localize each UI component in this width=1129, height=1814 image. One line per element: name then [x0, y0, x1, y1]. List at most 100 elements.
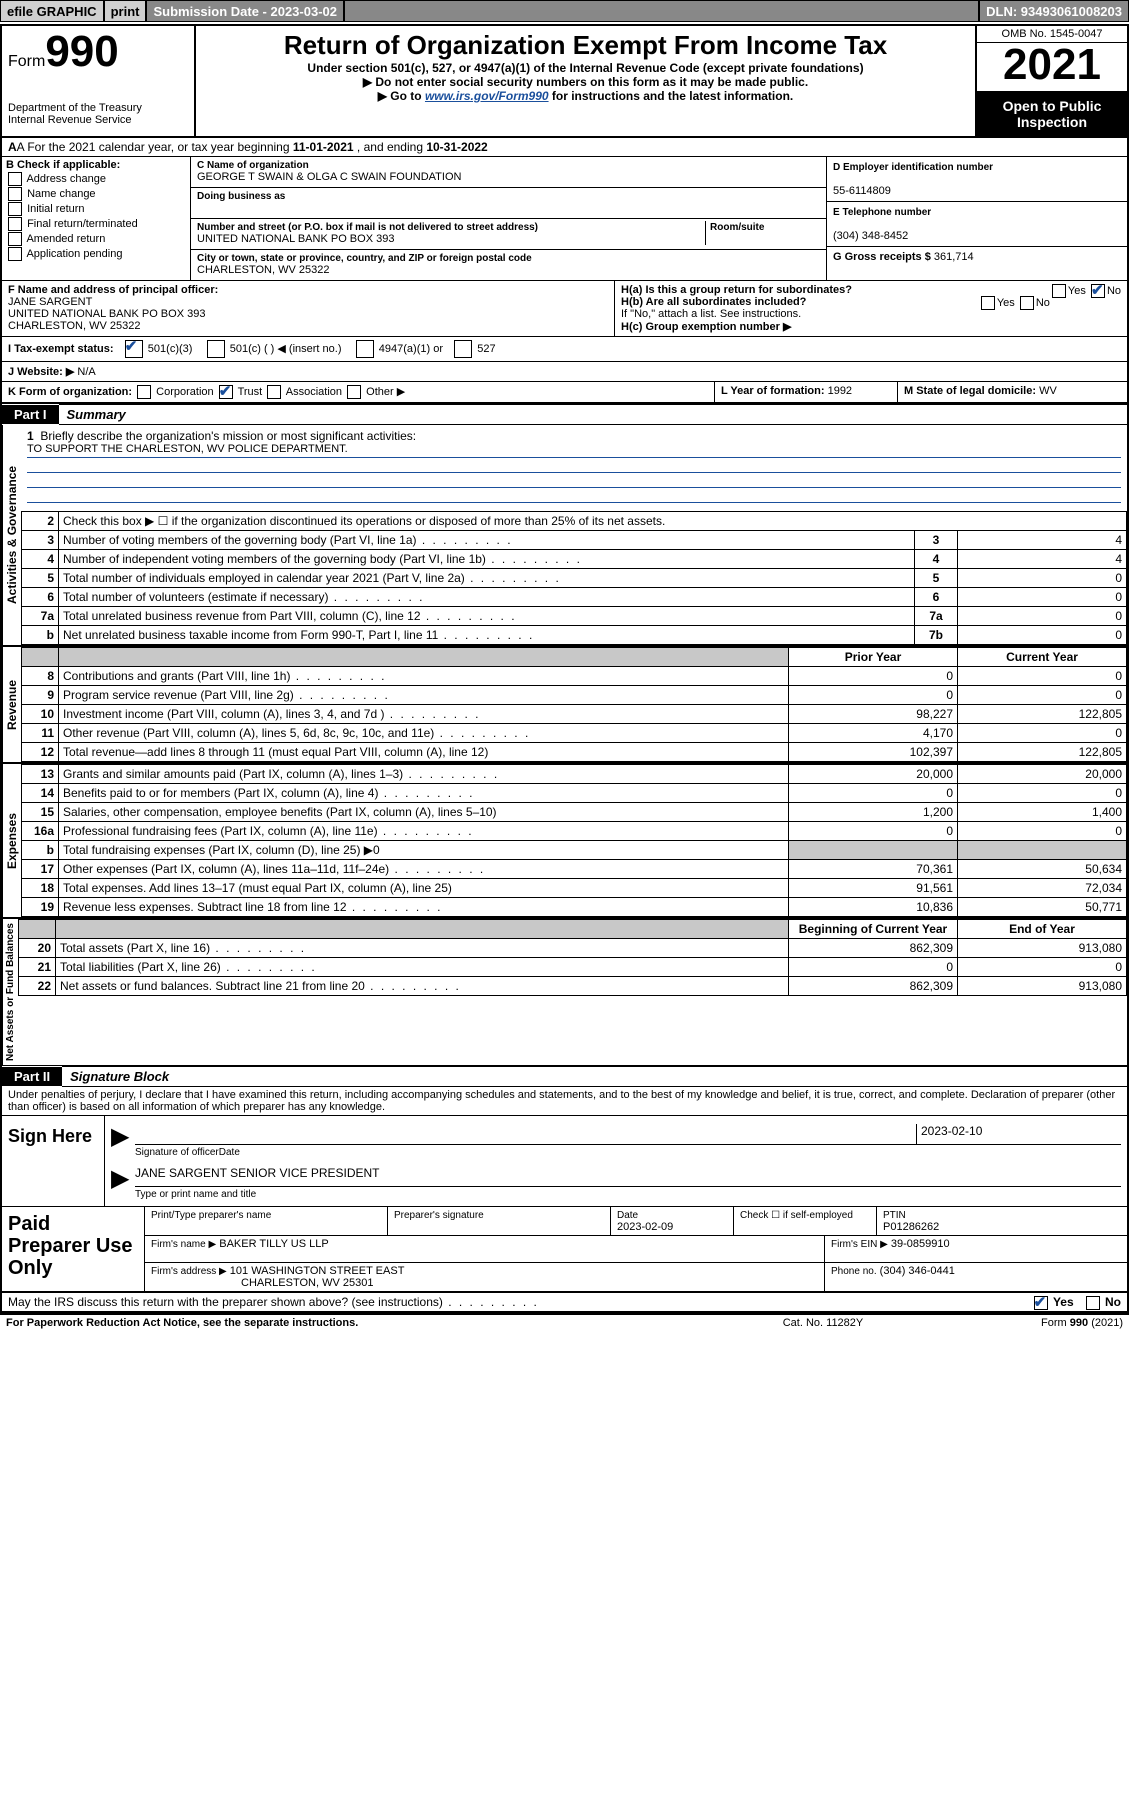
ha-yes-cb[interactable]	[1052, 284, 1066, 298]
rev-row-8: 8Contributions and grants (Part VIII, li…	[22, 667, 1127, 686]
sign-here-block: Sign Here ▶ 2023-02-10 Signature of offi…	[2, 1116, 1127, 1207]
box-l: L Year of formation: 1992	[715, 382, 898, 402]
firm-ein-cell: Firm's EIN ▶ 39-0859910	[825, 1236, 1127, 1262]
hb-no-cb[interactable]	[1020, 296, 1034, 310]
officer-sig-line[interactable]: 2023-02-10	[135, 1124, 1121, 1145]
preparer-name-cell: Print/Type preparer's name	[145, 1207, 388, 1235]
cb-assoc[interactable]	[267, 385, 281, 399]
cb-corp[interactable]	[137, 385, 151, 399]
cb-trust[interactable]	[219, 385, 233, 399]
exp-row-16b: bTotal fundraising expenses (Part IX, co…	[22, 841, 1127, 860]
cb-501c[interactable]	[207, 340, 225, 358]
discuss-no-cb[interactable]	[1086, 1296, 1100, 1310]
exp-row-14: 14Benefits paid to or for members (Part …	[22, 784, 1127, 803]
print-button[interactable]: print	[104, 0, 147, 22]
revenue-table: Prior Year Current Year 8Contributions a…	[21, 647, 1127, 762]
cb-initial-return[interactable]: Initial return	[6, 202, 186, 216]
paperwork-notice: For Paperwork Reduction Act Notice, see …	[6, 1317, 723, 1329]
mission-question: 1 1 Briefly describe the organization's …	[27, 429, 1121, 443]
firm-name-cell: Firm's name ▶ BAKER TILLY US LLP	[145, 1236, 825, 1262]
city-cell: City or town, state or province, country…	[191, 250, 826, 280]
efile-topbar: efile GRAPHIC print Submission Date - 20…	[0, 0, 1129, 22]
cb-final-return[interactable]: Final return/terminated	[6, 217, 186, 231]
dln-label: DLN: 93493061008203	[979, 0, 1129, 22]
sign-arrow-icon: ▶	[111, 1122, 135, 1158]
form-number: Form990	[8, 30, 188, 74]
rev-row-10: 10Investment income (Part VIII, column (…	[22, 705, 1127, 724]
cb-application-pending[interactable]: Application pending	[6, 247, 186, 261]
discuss-yes-cb[interactable]	[1034, 1296, 1048, 1310]
section-governance: Activities & Governance 1 1 Briefly desc…	[2, 425, 1127, 647]
na-row-22: 22Net assets or fund balances. Subtract …	[19, 977, 1127, 996]
section-revenue: Revenue Prior Year Current Year 8Contrib…	[2, 647, 1127, 764]
part-i-header: Part I Summary	[2, 404, 1127, 425]
cb-4947[interactable]	[356, 340, 374, 358]
ptin-cell: PTINP01286262	[877, 1207, 1127, 1235]
sign-arrow-icon-2: ▶	[111, 1164, 135, 1200]
exp-row-17: 17Other expenses (Part IX, column (A), l…	[22, 860, 1127, 879]
cb-501c3[interactable]	[125, 340, 143, 358]
page-footer: For Paperwork Reduction Act Notice, see …	[0, 1315, 1129, 1331]
hb-row: H(b) Are all subordinates included? Yes …	[621, 296, 1121, 308]
box-f: F Name and address of principal officer:…	[2, 281, 615, 336]
cb-address-change[interactable]: Address change	[6, 172, 186, 186]
box-b-title: B Check if applicable:	[6, 159, 120, 171]
website-row: J Website: ▶ N/A	[2, 362, 1127, 381]
dept-treasury: Department of the Treasury	[8, 102, 188, 114]
sig-of-officer-label: Signature of officer	[135, 1147, 219, 1158]
open-to-public: Open to Public Inspection	[977, 92, 1127, 136]
paid-row-1: Print/Type preparer's name Preparer's si…	[145, 1207, 1127, 1236]
org-name-cell: C Name of organization GEORGE T SWAIN & …	[191, 157, 826, 188]
firm-phone-cell: Phone no. (304) 346-0441	[825, 1263, 1127, 1291]
part-i-title: Summary	[59, 404, 1127, 425]
ha-no-cb[interactable]	[1091, 284, 1105, 298]
na-row-20: 20Total assets (Part X, line 16)862,3099…	[19, 939, 1127, 958]
form-ref: Form 990 (2021)	[923, 1317, 1123, 1329]
vlabel-governance: Activities & Governance	[2, 425, 21, 645]
tax-exempt-status: I Tax-exempt status: 501(c)(3) 501(c) ( …	[2, 337, 1127, 361]
cb-amended[interactable]: Amended return	[6, 232, 186, 246]
ein-value: 55-6114809	[833, 185, 891, 197]
cat-no: Cat. No. 11282Y	[723, 1317, 923, 1329]
entity-right: D Employer identification number 55-6114…	[826, 157, 1127, 280]
preparer-sig-cell: Preparer's signature	[388, 1207, 611, 1235]
topbar-spacer	[344, 0, 979, 22]
cb-name-change[interactable]: Name change	[6, 187, 186, 201]
paid-row-3: Firm's address ▶ 101 WASHINGTON STREET E…	[145, 1263, 1127, 1291]
cb-527[interactable]	[454, 340, 472, 358]
gov-row-7b: bNet unrelated business taxable income f…	[22, 626, 1127, 645]
cb-other[interactable]	[347, 385, 361, 399]
paid-preparer-block: Paid Preparer Use Only Print/Type prepar…	[2, 1207, 1127, 1293]
header-left: Form990 Department of the Treasury Inter…	[2, 26, 196, 136]
city-state-zip: CHARLESTON, WV 25322	[197, 264, 329, 276]
expenses-table: 13Grants and similar amounts paid (Part …	[21, 764, 1127, 917]
paid-preparer-label: Paid Preparer Use Only	[2, 1207, 145, 1291]
rev-row-11: 11Other revenue (Part VIII, column (A), …	[22, 724, 1127, 743]
irs-label: Internal Revenue Service	[8, 114, 188, 126]
gov-row-3: 3Number of voting members of the governi…	[22, 531, 1127, 550]
section-netassets: Net Assets or Fund Balances Beginning of…	[2, 919, 1127, 1066]
room-suite-label: Room/suite	[710, 222, 764, 233]
paid-row-2: Firm's name ▶ BAKER TILLY US LLP Firm's …	[145, 1236, 1127, 1263]
rev-row-9: 9Program service revenue (Part VIII, lin…	[22, 686, 1127, 705]
officer-addr2: CHARLESTON, WV 25322	[8, 320, 140, 332]
form-header: Form990 Department of the Treasury Inter…	[2, 26, 1127, 138]
hc-row: H(c) Group exemption number ▶	[621, 320, 1121, 333]
street-address: UNITED NATIONAL BANK PO BOX 393	[197, 233, 394, 245]
year-formation: 1992	[828, 385, 852, 397]
mission-box: 1 1 Briefly describe the organization's …	[21, 425, 1127, 511]
row-i: I Tax-exempt status: 501(c)(3) 501(c) ( …	[2, 337, 1127, 362]
hb-yes-cb[interactable]	[981, 296, 995, 310]
form-title: Return of Organization Exempt From Incom…	[202, 30, 969, 61]
tax-year: 2021	[977, 43, 1127, 92]
box-g: G Gross receipts $ 361,714	[827, 247, 1127, 280]
gov-row-5: 5Total number of individuals employed in…	[22, 569, 1127, 588]
header-mid: Return of Organization Exempt From Incom…	[196, 26, 975, 136]
ha-row: H(a) Is this a group return for subordin…	[621, 284, 1121, 296]
gov-row-6: 6Total number of volunteers (estimate if…	[22, 588, 1127, 607]
officer-addr1: UNITED NATIONAL BANK PO BOX 393	[8, 308, 205, 320]
gross-receipts: 361,714	[934, 251, 974, 263]
form-subtitle: Under section 501(c), 527, or 4947(a)(1)…	[202, 61, 969, 75]
irs-link[interactable]: www.irs.gov/Form990	[425, 89, 549, 103]
part-i-label: Part I	[2, 405, 59, 424]
